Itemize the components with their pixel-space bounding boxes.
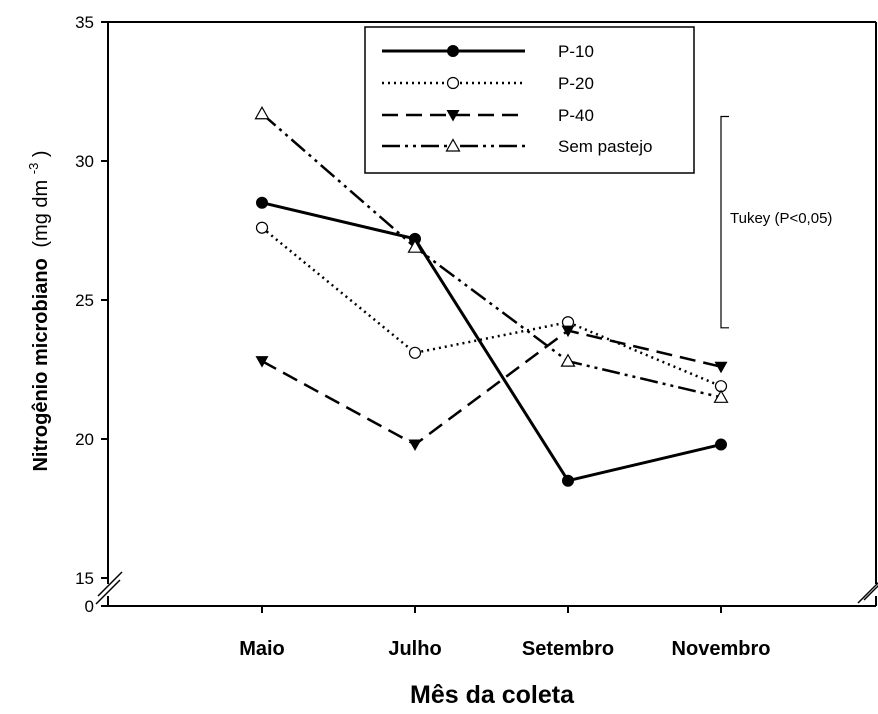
legend-label-sem-pastejo: Sem pastejo [558,137,653,156]
y-tick-label-zero: 0 [85,597,94,616]
axis-break-right-2 [857,581,878,604]
series-p-10 [256,196,727,487]
series-line-sem-pastejo [261,112,722,399]
y-axis-title-main: Nitrogênio microbiano [30,258,52,471]
data-point-p-40 [408,439,422,452]
tukey-bracket [720,115,729,329]
data-point-p-20 [255,221,269,234]
axis-break-right-1 [863,584,878,601]
y-axis-title: Nitrogênio microbiano (mg dm -3 ) [21,150,52,471]
series-sem-pastejo [254,106,729,403]
series-group [254,106,729,487]
x-tick-label: Setembro [522,638,614,660]
data-point-sem-pastejo [407,239,423,253]
y-tick-label: 35 [75,13,94,32]
y-axis-title-exp: -3 [26,163,41,175]
series-p-40 [255,325,728,452]
axis-break-left-2 [95,579,121,605]
data-point-p-40 [255,356,269,368]
series-p-20 [255,221,728,393]
y-axis-title-unit: (mg dm [30,180,52,248]
series-line-p-40 [261,329,722,447]
y-tick-label: 25 [75,291,94,310]
x-axis-title: Mês da coleta [410,681,575,709]
series-line-p-10 [261,201,722,483]
tukey-label: Tukey (P<0,05) [730,210,832,227]
data-point-p-40 [714,361,728,374]
y-tick-label: 30 [75,152,94,171]
axis-break-left-1 [97,571,123,597]
data-point-p-20 [408,346,422,359]
x-tick-label: Novembro [672,638,771,660]
axes [95,21,878,607]
tukey-annotation: Tukey (P<0,05) [720,115,832,329]
data-point-p-10 [256,196,268,209]
legend: P-10 P-20 P-40 Sem pastejo [364,26,695,174]
y-tick-label: 20 [75,430,94,449]
x-tick-label: Maio [239,638,285,660]
x-category-labels: Maio Julho Setembro Novembro [239,606,770,660]
legend-label-p-40: P-40 [558,106,594,125]
legend-marker-p-20 [446,76,460,90]
legend-label-p-10: P-10 [558,42,594,61]
legend-marker-p-40 [446,110,460,122]
y-tick-label: 15 [75,569,94,588]
legend-label-p-20: P-20 [558,74,594,93]
data-point-p-10 [715,438,727,451]
data-point-sem-pastejo [560,353,576,367]
legend-marker-sem-pastejo [445,138,461,152]
x-tick-label: Julho [388,638,441,660]
legend-marker-p-10 [447,45,459,57]
data-point-sem-pastejo [713,389,729,403]
y-ticks: 15 20 25 30 35 0 [75,13,108,616]
data-point-sem-pastejo [254,106,270,120]
data-point-p-40 [561,325,575,338]
y-axis-title-close: ) [30,150,52,157]
data-point-p-10 [562,474,574,487]
